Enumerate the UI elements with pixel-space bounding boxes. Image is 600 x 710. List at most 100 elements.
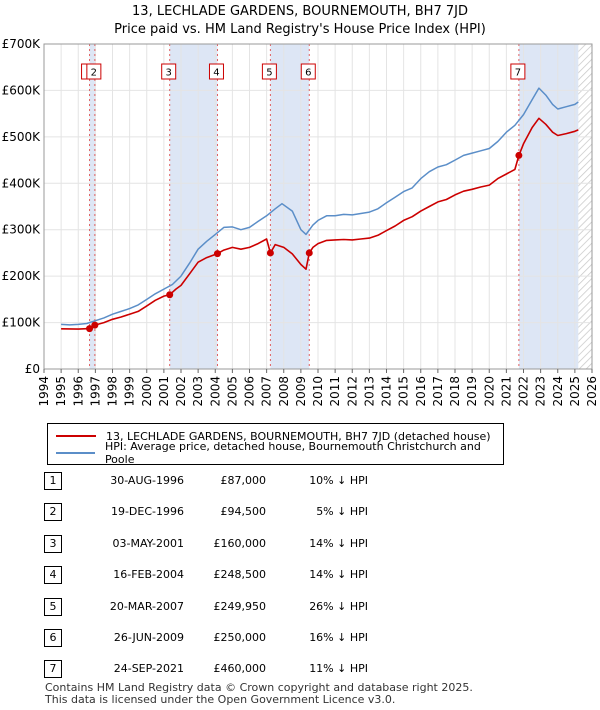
x-tick-label: 2021 (499, 376, 513, 407)
x-tick-label: 2019 (465, 376, 479, 407)
table-row: 7 24-SEP-2021 £460,000 11% ↓ HPI (44, 660, 444, 678)
x-tick-label: 2014 (380, 376, 394, 407)
transaction-number: 7 (44, 660, 62, 678)
transaction-price: £248,500 (213, 568, 267, 581)
transaction-date: 16-FEB-2004 (113, 568, 184, 581)
table-row: 6 26-JUN-2009 £250,000 16% ↓ HPI (44, 629, 444, 647)
x-tick-label: 2024 (551, 376, 565, 407)
transaction-label: 6 (305, 68, 311, 79)
x-tick-label: 2011 (328, 376, 342, 407)
transaction-point (213, 250, 221, 258)
transaction-number: 6 (44, 629, 62, 647)
transaction-date: 20-MAR-2007 (109, 600, 184, 613)
transaction-point (166, 291, 174, 299)
footer-licence: This data is licensed under the Open Gov… (45, 693, 396, 706)
transaction-date: 24-SEP-2021 (113, 662, 184, 675)
transaction-hpi-diff: 14% ↓ HPI (309, 537, 368, 550)
legend-swatch-hpi (56, 452, 95, 454)
x-tick-label: 2026 (585, 376, 599, 407)
shaded-ownership-period (169, 44, 218, 369)
x-tick-label: 2016 (414, 376, 428, 407)
transaction-point (266, 249, 274, 257)
y-tick-label: £0 (25, 362, 40, 376)
x-tick-label: 2008 (277, 376, 291, 407)
transaction-price: £460,000 (213, 662, 267, 675)
y-tick-label: £100K (2, 316, 42, 330)
transaction-number: 4 (44, 566, 62, 584)
x-tick-label: 1999 (123, 376, 137, 407)
x-tick-label: 2022 (517, 376, 531, 407)
transaction-date: 30-AUG-1996 (110, 474, 184, 487)
transaction-price: £94,500 (220, 505, 267, 518)
transaction-date: 19-DEC-1996 (110, 505, 184, 518)
transaction-price: £250,000 (213, 631, 267, 644)
x-tick-label: 2015 (397, 376, 411, 407)
x-tick-label: 2000 (140, 376, 154, 407)
table-row: 1 30-AUG-1996 £87,000 10% ↓ HPI (44, 472, 444, 490)
x-tick-label: 2007 (260, 376, 274, 407)
transaction-label-box (261, 63, 277, 80)
y-tick-label: £300K (2, 223, 42, 237)
x-tick-label: 2018 (448, 376, 462, 407)
x-tick-label: 2002 (174, 376, 188, 407)
legend-item-property: 13, LECHLADE GARDENS, BOURNEMOUTH, BH7 7… (56, 428, 491, 444)
x-tick-label: 2025 (568, 376, 582, 407)
x-tick-label: 2004 (208, 376, 222, 407)
transaction-price: £249,950 (213, 600, 267, 613)
transaction-number: 5 (44, 598, 62, 616)
chart-title: 13, LECHLADE GARDENS, BOURNEMOUTH, BH7 7… (132, 4, 468, 19)
legend-swatch-property (56, 435, 96, 437)
shaded-ownership-period (89, 44, 95, 369)
transaction-hpi-diff: 11% ↓ HPI (309, 662, 368, 675)
transaction-price: £87,000 (220, 474, 267, 487)
table-row: 5 20-MAR-2007 £249,950 26% ↓ HPI (44, 598, 444, 616)
transaction-label-box (161, 63, 177, 80)
x-tick-label: 1996 (71, 376, 85, 407)
x-tick-label: 2005 (225, 376, 239, 407)
legend-label-property: 13, LECHLADE GARDENS, BOURNEMOUTH, BH7 7… (106, 429, 491, 443)
shaded-ownership-period (518, 44, 579, 369)
transaction-hpi-diff: 10% ↓ HPI (309, 474, 368, 487)
transaction-point (86, 325, 94, 333)
x-tick-label: 2023 (534, 376, 548, 407)
transaction-label: 7 (515, 68, 521, 79)
table-row: 2 19-DEC-1996 £94,500 5% ↓ HPI (44, 503, 444, 521)
transaction-price: £160,000 (213, 537, 267, 550)
transaction-number: 3 (44, 535, 62, 553)
transaction-hpi-diff: 14% ↓ HPI (309, 568, 368, 581)
price-chart: £0 £100K £200K £300K £400K £500K £600K £700K 199… (2, 37, 599, 407)
transaction-label-box (510, 63, 526, 80)
legend-label-hpi: HPI: Average price, detached house, Bour… (104, 440, 481, 466)
y-tick-label: £700K (2, 37, 42, 51)
transaction-hpi-diff: 5% ↓ HPI (316, 505, 368, 518)
legend-item-hpi: HPI: Average price, detached house, Bour… (56, 440, 503, 466)
transaction-number: 1 (44, 472, 62, 490)
transaction-point (515, 151, 523, 159)
x-tick-label: 1994 (37, 376, 51, 407)
transaction-label-box (208, 63, 224, 80)
shaded-ownership-period (270, 44, 310, 369)
transaction-label-box (86, 63, 102, 80)
legend: 13, LECHLADE GARDENS, BOURNEMOUTH, BH7 7… (47, 423, 504, 466)
table-row: 4 16-FEB-2004 £248,500 14% ↓ HPI (44, 566, 444, 584)
hatched-forecast-area (578, 44, 592, 369)
footer-copyright: Contains HM Land Registry data © Crown c… (45, 681, 473, 694)
y-tick-label: £500K (2, 130, 42, 144)
x-tick-label: 1995 (54, 376, 68, 407)
chart-subtitle: Price paid vs. HM Land Registry's House … (114, 22, 486, 37)
transaction-number: 2 (44, 503, 62, 521)
property-series-line (61, 117, 579, 330)
transaction-label: 4 (213, 68, 219, 79)
hpi-series-line (61, 87, 579, 326)
x-tick-label: 2010 (311, 376, 325, 407)
x-tick-label: 1997 (88, 376, 102, 407)
transaction-label: 2 (91, 68, 97, 79)
transaction-date: 26-JUN-2009 (113, 631, 184, 644)
y-tick-label: £200K (2, 269, 42, 283)
x-tick-label: 2017 (431, 376, 445, 407)
transaction-label-box (300, 63, 316, 80)
y-tick-label: £400K (2, 176, 42, 190)
x-tick-label: 2009 (294, 376, 308, 407)
transaction-label: 5 (266, 68, 272, 79)
transaction-point (91, 321, 99, 329)
